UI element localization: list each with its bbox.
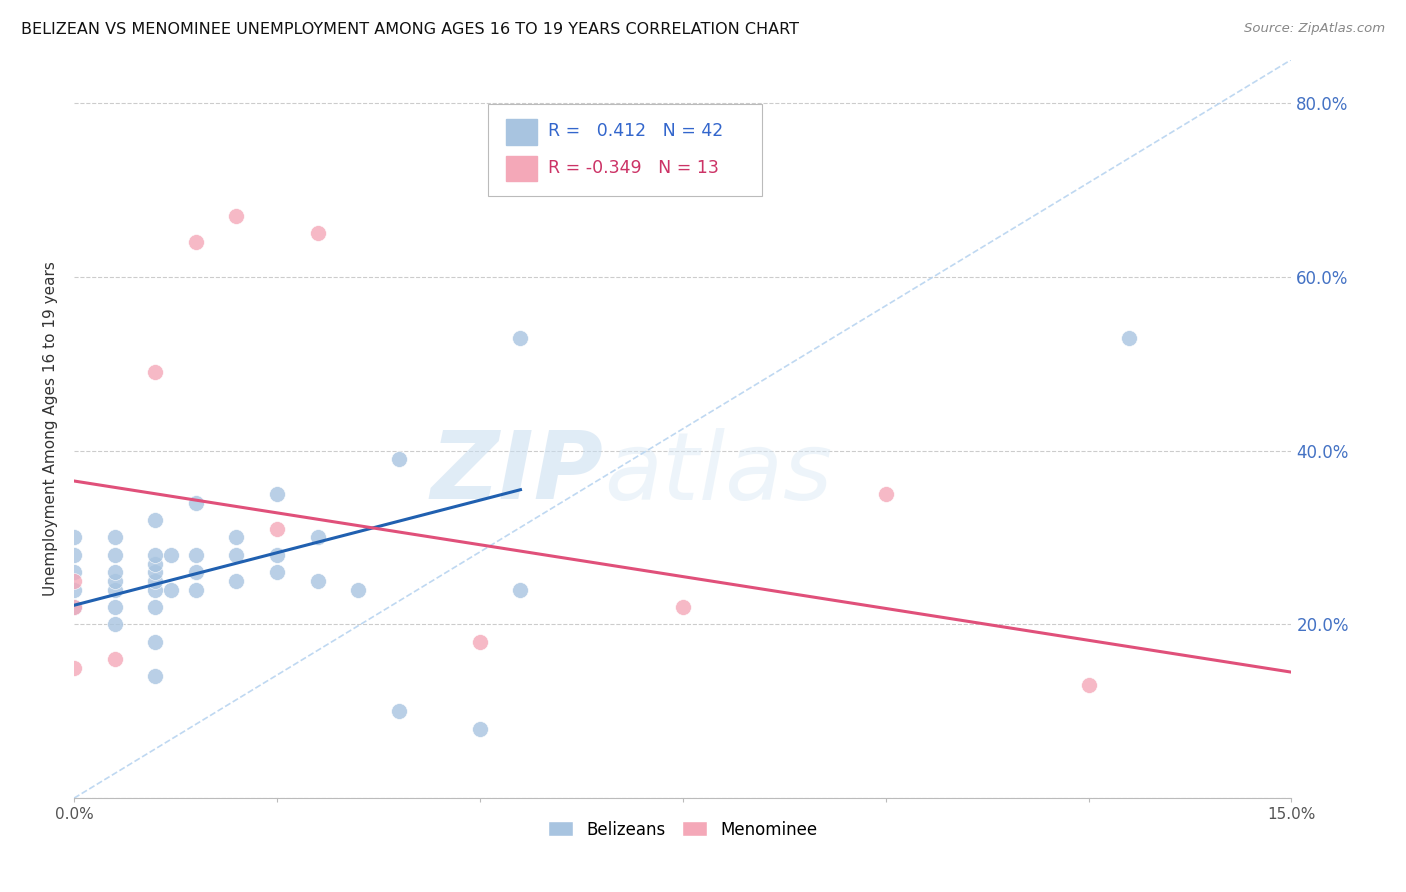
Point	[143, 574, 166, 588]
FancyBboxPatch shape	[488, 103, 762, 196]
Point	[184, 235, 207, 249]
Legend: Belizeans, Menominee: Belizeans, Menominee	[541, 814, 824, 846]
Text: R =   0.412   N = 42: R = 0.412 N = 42	[548, 122, 723, 140]
Point	[63, 599, 86, 614]
Point	[104, 599, 127, 614]
Point	[225, 574, 247, 588]
Point	[143, 582, 166, 597]
Point	[307, 574, 329, 588]
Point	[468, 722, 491, 736]
Point	[468, 634, 491, 648]
FancyBboxPatch shape	[506, 155, 537, 181]
Point	[160, 582, 183, 597]
Point	[63, 548, 86, 562]
Point	[143, 548, 166, 562]
FancyBboxPatch shape	[506, 119, 537, 145]
Point	[63, 566, 86, 580]
Point	[266, 487, 288, 501]
Point	[184, 566, 207, 580]
Y-axis label: Unemployment Among Ages 16 to 19 years: Unemployment Among Ages 16 to 19 years	[44, 261, 58, 597]
Point	[104, 582, 127, 597]
Point	[184, 582, 207, 597]
Point	[63, 574, 86, 588]
Point	[388, 704, 411, 718]
Point	[225, 531, 247, 545]
Point	[225, 548, 247, 562]
Point	[1077, 678, 1099, 692]
Point	[63, 531, 86, 545]
Point	[104, 548, 127, 562]
Point	[160, 548, 183, 562]
Point	[143, 557, 166, 571]
Point	[184, 548, 207, 562]
Point	[875, 487, 897, 501]
Point	[143, 566, 166, 580]
Text: ZIP: ZIP	[430, 427, 603, 519]
Point	[104, 566, 127, 580]
Point	[143, 599, 166, 614]
Point	[266, 548, 288, 562]
Point	[184, 496, 207, 510]
Point	[143, 513, 166, 527]
Point	[143, 634, 166, 648]
Point	[104, 617, 127, 632]
Point	[143, 669, 166, 683]
Point	[266, 566, 288, 580]
Point	[266, 522, 288, 536]
Point	[63, 599, 86, 614]
Point	[307, 531, 329, 545]
Point	[1118, 331, 1140, 345]
Point	[672, 599, 695, 614]
Point	[143, 365, 166, 379]
Point	[104, 652, 127, 666]
Point	[225, 209, 247, 223]
Point	[63, 661, 86, 675]
Point	[104, 531, 127, 545]
Text: BELIZEAN VS MENOMINEE UNEMPLOYMENT AMONG AGES 16 TO 19 YEARS CORRELATION CHART: BELIZEAN VS MENOMINEE UNEMPLOYMENT AMONG…	[21, 22, 799, 37]
Point	[509, 582, 531, 597]
Point	[388, 452, 411, 467]
Text: Source: ZipAtlas.com: Source: ZipAtlas.com	[1244, 22, 1385, 36]
Point	[104, 574, 127, 588]
Point	[509, 331, 531, 345]
Text: R = -0.349   N = 13: R = -0.349 N = 13	[548, 159, 718, 178]
Point	[63, 582, 86, 597]
Point	[307, 227, 329, 241]
Point	[347, 582, 370, 597]
Text: atlas: atlas	[603, 427, 832, 518]
